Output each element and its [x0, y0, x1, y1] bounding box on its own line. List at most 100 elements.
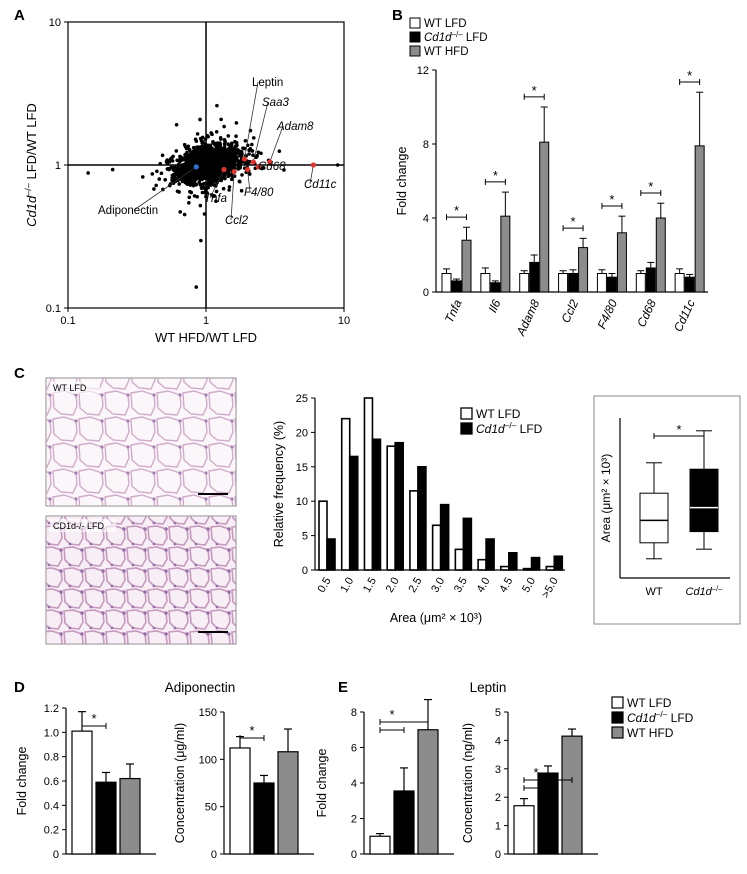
data-point — [229, 148, 234, 152]
bar-chart-d-concentration: 0 50 100 150 Concentration (μg/ml) * — [173, 707, 314, 861]
bar — [500, 215, 511, 293]
bar — [578, 247, 589, 293]
y-tick-label: 50 — [205, 802, 217, 814]
data-point — [173, 175, 177, 180]
legend-swatch — [409, 45, 421, 57]
bar — [386, 445, 396, 571]
data-point — [198, 182, 202, 186]
bar — [462, 517, 473, 571]
panel-letter-c: C — [14, 365, 25, 382]
data-point — [203, 142, 208, 147]
data-point — [175, 158, 179, 163]
data-point — [182, 167, 186, 172]
data-point — [174, 123, 179, 127]
data-point — [229, 143, 234, 148]
data-point — [178, 210, 183, 214]
category-label: Tnfa — [442, 297, 465, 325]
category-label: F4/80 — [594, 297, 620, 331]
data-point — [219, 117, 223, 122]
data-point — [200, 150, 204, 154]
data-point — [239, 150, 244, 154]
data-point — [196, 151, 200, 155]
data-point — [155, 169, 159, 174]
data-point — [222, 142, 227, 146]
data-point — [213, 166, 217, 171]
legend-swatch — [460, 422, 473, 435]
data-point — [165, 161, 170, 166]
y-tick-label: 100 — [199, 754, 217, 766]
y-tick-label: 0 — [351, 849, 357, 861]
gene-label: Leptin — [252, 77, 283, 89]
y-tick-label: 8 — [351, 707, 357, 719]
data-point — [190, 154, 195, 159]
data-point — [251, 153, 255, 158]
data-point — [227, 188, 231, 192]
bar — [513, 805, 535, 855]
bar — [545, 565, 556, 571]
x-tick-label: 2.0 — [384, 576, 402, 595]
data-point — [202, 181, 206, 186]
y-axis-label: Fold change — [315, 749, 329, 818]
bar — [461, 239, 472, 293]
bar — [417, 729, 439, 855]
data-point — [229, 151, 233, 155]
data-point — [160, 153, 165, 158]
bar — [340, 417, 351, 571]
y-tick-label: 12 — [417, 65, 429, 77]
y-tick-label: 3 — [495, 764, 501, 776]
data-point — [110, 167, 115, 172]
data-point — [335, 163, 340, 167]
data-point — [140, 175, 145, 179]
data-point — [185, 158, 189, 162]
sig-star: * — [493, 168, 498, 183]
sig-star: * — [687, 68, 692, 83]
panel-letter-e: E — [338, 679, 348, 696]
data-point — [176, 162, 181, 167]
data-point — [226, 134, 231, 138]
data-point — [181, 162, 186, 167]
bar — [253, 782, 275, 855]
bar — [519, 273, 530, 293]
x-axis-label: WT HFD/WT LFD — [155, 330, 257, 345]
data-point — [239, 188, 244, 193]
y-tick-label: 0 — [302, 565, 308, 577]
category-label: Il6 — [486, 297, 504, 315]
bar — [409, 490, 419, 571]
bar — [616, 232, 627, 293]
gene-label: Ccl2 — [225, 215, 249, 227]
bar — [431, 524, 442, 571]
gene-label: Adam8 — [276, 121, 314, 133]
data-point — [238, 154, 242, 158]
data-point — [226, 162, 230, 167]
data-point — [236, 167, 241, 171]
y-tick-label: 2 — [351, 814, 357, 826]
data-point — [154, 183, 158, 188]
legend-label: Cd1d–/– LFD — [424, 30, 488, 45]
histogram-c: 0 5 10 15 20 25 Relative frequency (%) 0.5 1.0 1.… — [272, 393, 565, 625]
data-point — [200, 190, 205, 195]
x-tick-label: >5.0 — [540, 576, 561, 601]
data-point — [208, 182, 213, 187]
highlight-point — [310, 162, 316, 168]
data-point — [86, 171, 90, 175]
box — [639, 492, 669, 544]
gene-label: Cd11c — [304, 179, 337, 191]
y-tick-label: 20 — [296, 427, 308, 439]
category-label: Cd1d–/– — [686, 584, 724, 599]
y-tick-label: 2 — [495, 792, 501, 804]
highlight-point — [221, 166, 227, 173]
x-tick-label: 0.1 — [60, 315, 75, 327]
data-point — [222, 149, 227, 153]
y-tick-label: 4 — [423, 213, 429, 225]
data-point — [205, 171, 209, 175]
data-point — [167, 167, 172, 172]
data-point — [171, 154, 175, 159]
bar — [674, 273, 685, 293]
legend-label: WT HFD — [424, 46, 469, 58]
data-point — [150, 172, 155, 176]
data-point — [188, 178, 193, 182]
category-label: Cd68 — [634, 297, 659, 329]
sig-star: * — [249, 723, 254, 738]
y-axis-label: Concentration (μg/ml) — [173, 723, 187, 843]
